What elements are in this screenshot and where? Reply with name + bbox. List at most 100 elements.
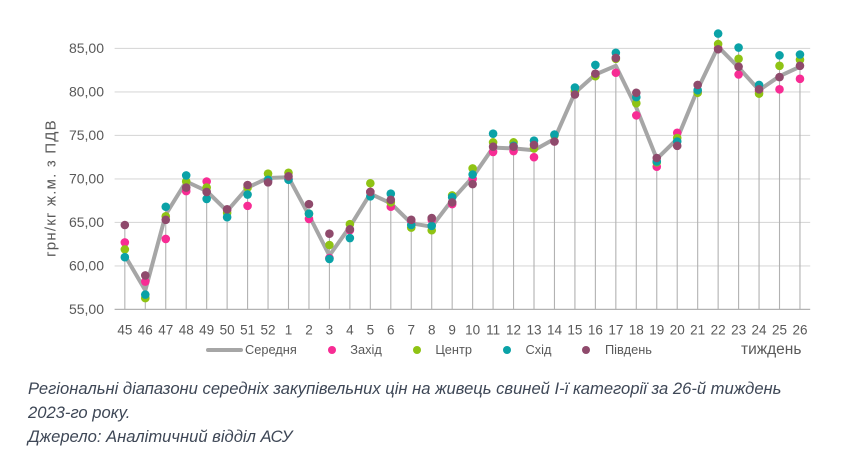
data-point — [591, 60, 600, 70]
data-point — [427, 221, 437, 231]
data-point — [795, 61, 805, 71]
svg-text:22: 22 — [711, 323, 726, 338]
legend-label: Середня — [245, 342, 297, 357]
svg-text:50: 50 — [220, 323, 235, 338]
data-point — [263, 169, 273, 178]
data-point — [713, 44, 723, 54]
data-point — [120, 245, 130, 254]
data-point — [795, 74, 805, 84]
legend-item-5: Південь — [582, 342, 652, 357]
data-point — [795, 50, 805, 59]
data-point — [775, 61, 784, 71]
svg-text:18: 18 — [629, 323, 644, 338]
svg-text:1: 1 — [285, 323, 293, 338]
data-point — [713, 29, 723, 38]
data-point — [304, 199, 314, 209]
data-point — [468, 170, 477, 179]
svg-text:10: 10 — [465, 323, 480, 338]
data-point — [754, 84, 764, 94]
legend-item-1: Середня — [206, 342, 297, 357]
svg-text:25: 25 — [772, 323, 787, 338]
svg-text:70,00: 70,00 — [69, 171, 104, 187]
data-point — [529, 140, 539, 150]
data-point — [161, 215, 171, 225]
svg-text:21: 21 — [690, 323, 705, 338]
data-point — [550, 130, 559, 139]
svg-text:13: 13 — [526, 323, 541, 338]
svg-text:55,00: 55,00 — [69, 301, 104, 317]
data-point — [468, 164, 477, 173]
svg-text:52: 52 — [261, 323, 276, 338]
data-point — [161, 234, 171, 244]
data-point — [775, 84, 784, 94]
data-point — [468, 179, 477, 189]
svg-text:48: 48 — [179, 323, 194, 338]
data-point — [345, 233, 355, 243]
data-point — [447, 198, 457, 207]
legend-dot-swatch — [582, 345, 591, 354]
svg-text:11: 11 — [486, 323, 500, 338]
svg-text:16: 16 — [588, 323, 603, 338]
svg-text:45: 45 — [117, 323, 132, 338]
caption-line-2: 2023-го року. — [28, 403, 131, 423]
svg-text:6: 6 — [387, 323, 395, 338]
svg-text:14: 14 — [547, 323, 563, 338]
legend-item-2: Захід — [327, 342, 382, 357]
data-point — [243, 190, 252, 199]
data-point — [509, 142, 518, 152]
svg-text:17: 17 — [608, 323, 623, 338]
x-tick-labels: 45 46 47 48 49 50 51 52 1 2 3 4 5 6 7 8 9 10 11 12 13 14 15 16 1… — [117, 323, 807, 338]
caption-source: Джерело: Аналітичний відділ АСУ — [28, 427, 293, 447]
chart-legend: Середня Захід Центр Схід Південь — [206, 342, 652, 357]
data-point — [284, 171, 293, 181]
data-point — [325, 240, 334, 250]
data-point — [120, 238, 130, 247]
legend-label: Південь — [604, 342, 652, 357]
data-point — [611, 53, 621, 63]
svg-text:51: 51 — [240, 323, 255, 338]
series-line-serednia — [122, 44, 802, 293]
svg-text:2: 2 — [305, 323, 313, 338]
data-point — [181, 177, 191, 186]
legend-item-4: Схід — [502, 342, 551, 357]
data-point — [243, 180, 252, 190]
data-point — [632, 111, 641, 120]
svg-text:12: 12 — [506, 323, 521, 338]
data-point — [202, 177, 211, 186]
data-point — [161, 202, 171, 212]
svg-text:65,00: 65,00 — [69, 214, 104, 230]
series-dots-3 — [120, 29, 805, 299]
data-point — [345, 225, 355, 234]
legend-dot-swatch — [502, 345, 511, 354]
svg-text:47: 47 — [158, 323, 173, 338]
data-point — [652, 153, 662, 163]
svg-text:80,00: 80,00 — [69, 84, 104, 100]
data-point — [775, 72, 784, 82]
y-axis-title: грн/кг ж.м. з ПДВ — [42, 119, 60, 257]
data-point — [734, 70, 743, 79]
svg-text:15: 15 — [567, 323, 582, 338]
horizontal-gridlines — [114, 47, 811, 267]
caption-line-1: Регіональні діапазони середніх закупівел… — [28, 379, 782, 398]
svg-text:9: 9 — [448, 323, 456, 338]
data-point — [263, 178, 273, 187]
data-point — [570, 90, 580, 99]
data-point — [325, 229, 334, 239]
svg-text:49: 49 — [199, 323, 214, 338]
legend-item-3: Центр — [412, 342, 472, 357]
svg-text:60,00: 60,00 — [69, 258, 104, 274]
legend-label: Центр — [435, 342, 472, 357]
data-point — [529, 152, 539, 162]
svg-text:3: 3 — [326, 323, 334, 338]
data-point — [632, 98, 641, 108]
data-point — [243, 201, 252, 211]
svg-text:20: 20 — [670, 323, 685, 338]
data-point — [632, 88, 641, 98]
data-point — [140, 290, 150, 299]
svg-text:19: 19 — [649, 323, 664, 338]
drop-lines — [124, 33, 801, 310]
data-point — [366, 178, 375, 188]
data-point — [734, 54, 743, 64]
data-point — [386, 195, 396, 205]
